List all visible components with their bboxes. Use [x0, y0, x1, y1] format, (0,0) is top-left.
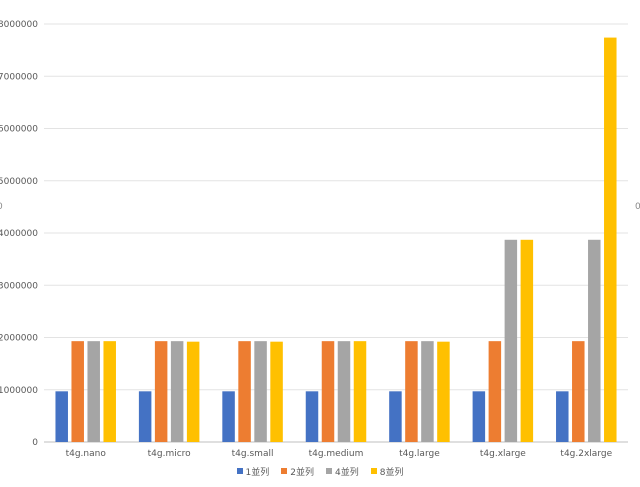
- left-edge-mark: 0: [0, 202, 3, 212]
- x-tick-label: t4g.xlarge: [480, 449, 526, 459]
- bar: [604, 37, 617, 443]
- legend-label: 4並列: [335, 467, 359, 478]
- y-tick-label: 7000000: [0, 72, 38, 82]
- bar: [588, 239, 601, 442]
- bar: [186, 341, 200, 442]
- bar: [55, 391, 68, 442]
- bar: [488, 341, 502, 442]
- legend-swatch: [281, 468, 288, 474]
- x-tick-label: t4g.medium: [309, 449, 364, 459]
- y-tick-label: 3000000: [0, 281, 38, 291]
- x-tick-label: t4g.2xlarge: [560, 449, 612, 459]
- legend-label: 2並列: [290, 467, 314, 478]
- bar: [154, 341, 168, 442]
- legend-item: 4並列: [326, 465, 359, 478]
- right-edge-mark: 0: [635, 202, 640, 212]
- bar: [321, 341, 335, 442]
- y-tick-label: 8000000: [0, 20, 38, 30]
- gridlines: [44, 23, 628, 443]
- bar: [170, 341, 184, 442]
- bar: [520, 239, 534, 442]
- bar: [353, 341, 367, 442]
- bar: [270, 341, 283, 442]
- bar: [103, 341, 116, 442]
- bar: [389, 391, 402, 442]
- bar: [254, 341, 267, 442]
- bar: [238, 341, 251, 442]
- legend-item: 1並列: [236, 465, 270, 478]
- legend-label: 8並列: [379, 467, 404, 478]
- bar: [472, 391, 486, 442]
- legend-item: 8並列: [370, 465, 404, 478]
- x-axis-ticks: t4g.nano t4g.micro t4g.small t4g.medium t4g.…: [66, 449, 613, 459]
- bar: [305, 391, 319, 442]
- bar: [504, 239, 518, 442]
- legend-swatch: [236, 468, 243, 474]
- bar: [556, 391, 569, 442]
- y-tick-label: 5000000: [0, 177, 38, 187]
- legend-label: 1並列: [245, 467, 270, 478]
- x-tick-label: t4g.large: [399, 449, 440, 459]
- chart-legend: 1並列 2並列 4並列 8並列: [0, 463, 640, 479]
- bar: [138, 391, 152, 442]
- bars: [55, 37, 617, 443]
- legend-swatch: [370, 468, 377, 474]
- legend-swatch: [326, 468, 332, 474]
- y-tick-label: 6000000: [0, 125, 38, 135]
- bar: [71, 341, 84, 442]
- x-tick-label: t4g.micro: [148, 449, 192, 459]
- bar: [572, 341, 585, 442]
- x-tick-label: t4g.small: [232, 449, 274, 459]
- legend-item: 2並列: [281, 465, 314, 478]
- y-tick-label: 4000000: [0, 229, 38, 239]
- x-tick-label: t4g.nano: [66, 449, 107, 459]
- bar: [421, 341, 434, 442]
- bar: [437, 341, 450, 442]
- bar: [337, 341, 351, 442]
- bar: [222, 391, 235, 442]
- y-axis-ticks: 0 1000000 2000000 3000000 4000000 5000000 6000…: [0, 20, 38, 448]
- y-tick-label: 0: [32, 438, 38, 448]
- y-tick-label: 2000000: [0, 334, 38, 344]
- bar: [405, 341, 418, 442]
- y-tick-label: 1000000: [0, 386, 38, 396]
- bar: [87, 341, 100, 442]
